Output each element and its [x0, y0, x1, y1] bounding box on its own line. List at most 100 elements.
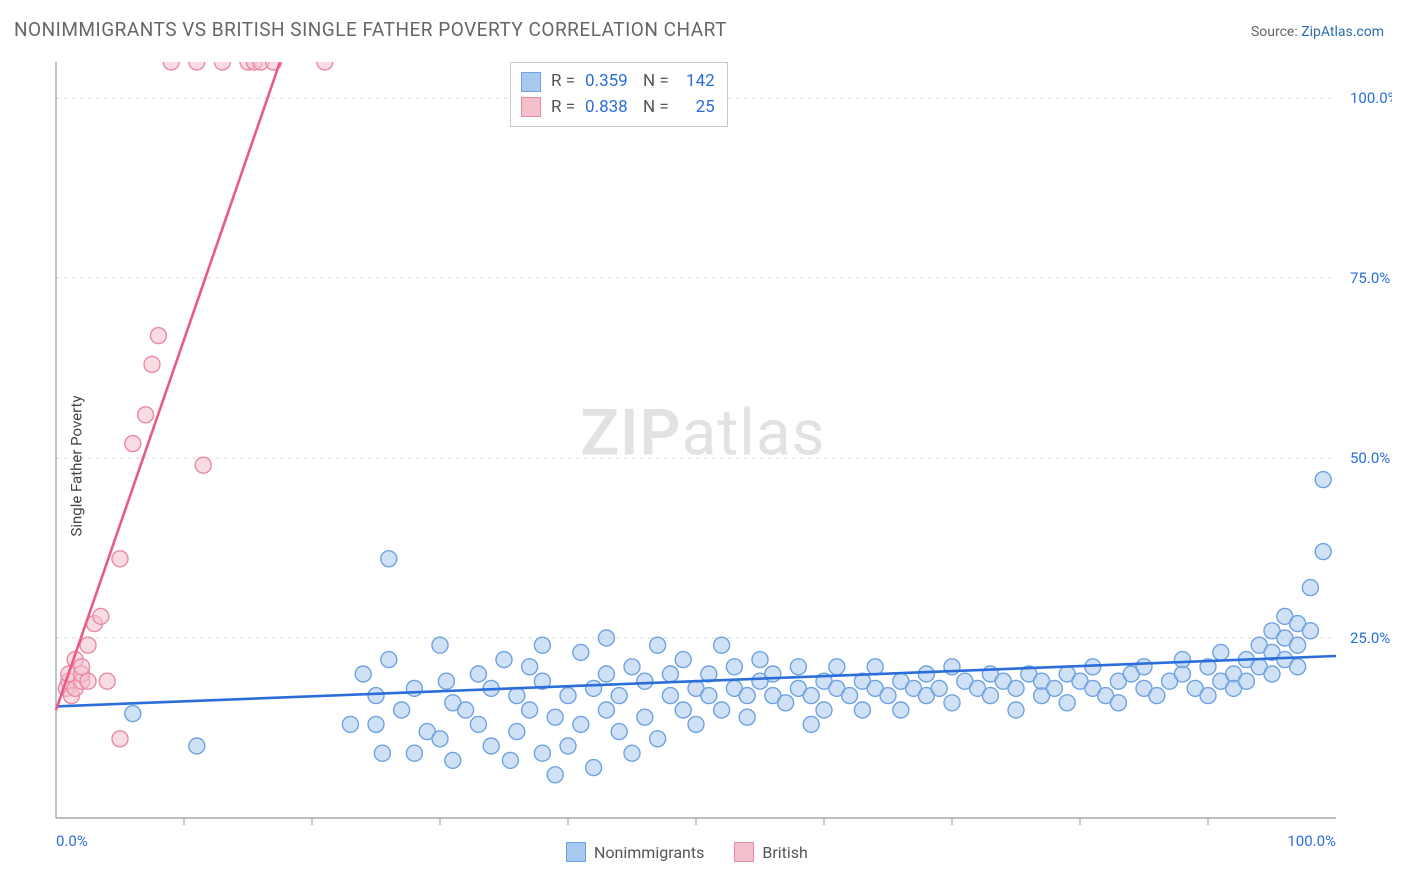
- data-point: [1213, 644, 1229, 660]
- source-attribution: Source: ZipAtlas.com: [1251, 24, 1384, 40]
- data-point: [714, 637, 730, 653]
- data-point: [381, 551, 397, 567]
- data-point: [624, 745, 640, 761]
- data-point: [739, 709, 755, 725]
- data-point: [675, 652, 691, 668]
- data-point: [598, 630, 614, 646]
- data-point: [112, 731, 128, 747]
- data-point: [1290, 637, 1306, 653]
- data-point: [598, 702, 614, 718]
- data-point: [816, 702, 832, 718]
- data-point: [99, 673, 115, 689]
- data-point: [1302, 580, 1318, 596]
- stat-n-value: 25: [679, 95, 715, 121]
- legend-swatch: [734, 842, 754, 862]
- data-point: [931, 680, 947, 696]
- data-point: [470, 716, 486, 732]
- data-point: [93, 608, 109, 624]
- data-point: [406, 680, 422, 696]
- x-tick-label: 100.0%: [1287, 832, 1336, 850]
- data-point: [458, 702, 474, 718]
- data-point: [80, 637, 96, 653]
- data-point: [368, 688, 384, 704]
- stat-r-label: R =: [551, 95, 575, 121]
- data-point: [496, 652, 512, 668]
- data-point: [432, 731, 448, 747]
- data-point: [560, 688, 576, 704]
- data-point: [445, 752, 461, 768]
- data-point: [726, 659, 742, 675]
- data-point: [573, 644, 589, 660]
- data-point: [547, 709, 563, 725]
- series-legend: NonimmigrantsBritish: [566, 842, 808, 862]
- data-point: [1174, 652, 1190, 668]
- data-point: [74, 659, 90, 675]
- stats-legend-box: R = 0.359N = 142R = 0.838N = 25: [510, 62, 728, 127]
- data-point: [586, 760, 602, 776]
- data-point: [163, 56, 179, 70]
- data-point: [432, 637, 448, 653]
- data-point: [714, 702, 730, 718]
- stat-n-label: N =: [643, 69, 669, 95]
- data-point: [829, 659, 845, 675]
- y-tick-label: 100.0%: [1350, 89, 1392, 107]
- data-point: [611, 724, 627, 740]
- data-point: [214, 56, 230, 70]
- data-point: [650, 731, 666, 747]
- data-point: [803, 688, 819, 704]
- data-point: [144, 356, 160, 372]
- stats-row: R = 0.838N = 25: [521, 95, 715, 121]
- data-point: [355, 666, 371, 682]
- data-point: [790, 659, 806, 675]
- data-point: [112, 551, 128, 567]
- source-link[interactable]: ZipAtlas.com: [1301, 24, 1384, 40]
- data-point: [502, 752, 518, 768]
- data-point: [534, 745, 550, 761]
- data-point: [138, 407, 154, 423]
- legend-item: Nonimmigrants: [566, 842, 704, 862]
- data-point: [80, 673, 96, 689]
- data-point: [675, 702, 691, 718]
- legend-swatch: [566, 842, 586, 862]
- data-point: [438, 673, 454, 689]
- data-point: [662, 688, 678, 704]
- data-point: [778, 695, 794, 711]
- data-point: [317, 56, 333, 70]
- stat-r-value: 0.838: [585, 95, 633, 121]
- data-point: [1174, 666, 1190, 682]
- data-point: [150, 328, 166, 344]
- data-point: [483, 738, 499, 754]
- data-point: [1315, 544, 1331, 560]
- data-point: [381, 652, 397, 668]
- data-point: [509, 688, 525, 704]
- y-tick-label: 50.0%: [1350, 449, 1390, 467]
- data-point: [944, 695, 960, 711]
- stats-row: R = 0.359N = 142: [521, 69, 715, 95]
- data-point: [1264, 666, 1280, 682]
- stat-r-value: 0.359: [585, 69, 633, 95]
- y-axis-label: Single Father Poverty: [68, 395, 86, 536]
- legend-label: Nonimmigrants: [594, 843, 704, 862]
- data-point: [534, 637, 550, 653]
- data-point: [560, 738, 576, 754]
- data-point: [1046, 680, 1062, 696]
- data-point: [1059, 695, 1075, 711]
- data-point: [688, 716, 704, 732]
- source-prefix: Source:: [1251, 24, 1301, 40]
- data-point: [522, 702, 538, 718]
- data-point: [125, 436, 141, 452]
- data-point: [739, 688, 755, 704]
- chart-container: Single Father Poverty 25.0%50.0%75.0%100…: [14, 56, 1392, 876]
- data-point: [547, 767, 563, 783]
- data-point: [125, 706, 141, 722]
- data-point: [842, 688, 858, 704]
- chart-title: NONIMMIGRANTS VS BRITISH SINGLE FATHER P…: [14, 18, 727, 41]
- x-tick-label: 0.0%: [56, 832, 88, 850]
- data-point: [394, 702, 410, 718]
- data-point: [1315, 472, 1331, 488]
- data-point: [1200, 688, 1216, 704]
- data-point: [1008, 702, 1024, 718]
- data-point: [470, 666, 486, 682]
- data-point: [374, 745, 390, 761]
- data-point: [1149, 688, 1165, 704]
